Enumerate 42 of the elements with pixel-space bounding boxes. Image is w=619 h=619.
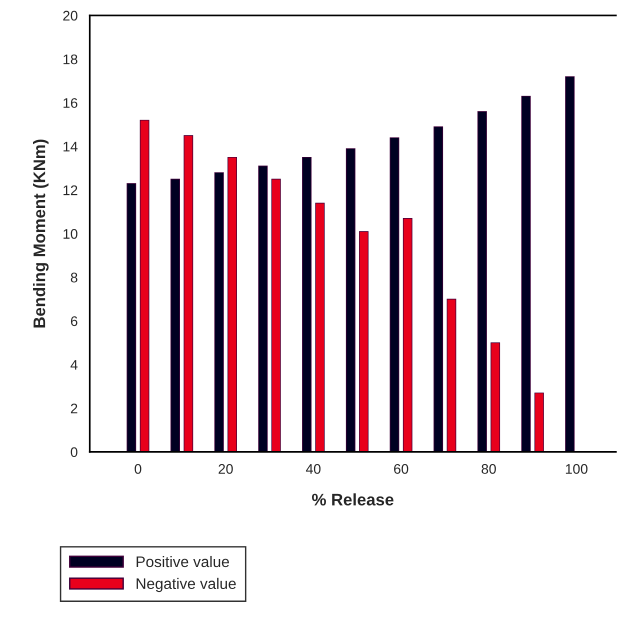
y-tick-label: 6 [70,316,78,326]
x-tick-label: 20 [218,464,233,474]
y-tick-label: 2 [70,404,78,414]
y-tick-label: 14 [64,142,78,152]
bar [402,218,412,452]
y-tick-label: 8 [70,272,78,282]
bar [126,183,136,452]
bar [446,298,456,452]
bar [346,148,356,452]
legend-label: Negative value [136,578,236,592]
y-axis-title: Bending Moment (KNm) [33,140,49,328]
bar [140,120,150,452]
x-tick-label: 60 [394,464,408,474]
bar [490,342,500,452]
x-axis-title: % Release [312,493,394,506]
bar [184,135,194,452]
bar [170,178,180,452]
bar [477,111,487,452]
bar [521,96,531,452]
bar [214,172,224,452]
y-tick-label: 16 [64,98,78,108]
bar [359,231,369,452]
bar [228,156,237,452]
y-tick-label: 0 [70,447,78,458]
x-tick-label: 100 [566,464,588,474]
y-tick-label: 10 [64,229,78,239]
x-tick-label: 40 [306,464,321,474]
bar [302,156,312,452]
bar [565,76,575,452]
x-tick-label: 80 [482,464,496,474]
y-tick-label: 18 [64,54,78,64]
bar [434,126,444,452]
bar [315,202,325,452]
bar [390,137,400,452]
legend-label: Positive value [136,556,230,568]
y-tick-label: 20 [63,10,78,21]
bar [534,392,544,452]
bar [271,178,281,452]
bar [258,166,268,452]
y-tick-label: 4 [70,360,78,370]
x-tick-label: 0 [134,464,142,474]
y-tick-label: 12 [64,185,78,196]
